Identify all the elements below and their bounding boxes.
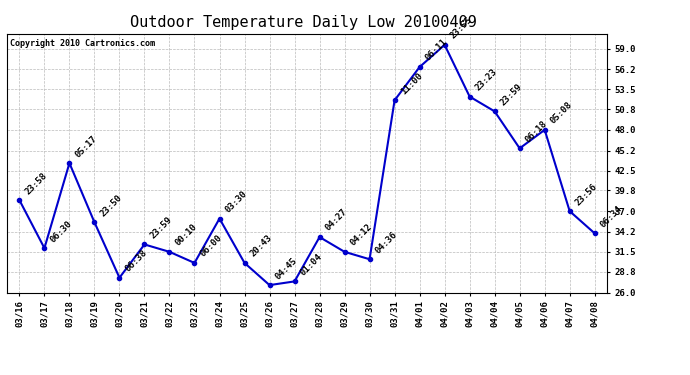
Text: 23:56: 23:56 bbox=[574, 182, 599, 207]
Text: 03:30: 03:30 bbox=[224, 189, 249, 214]
Text: 06:18: 06:18 bbox=[524, 119, 549, 144]
Text: 20:43: 20:43 bbox=[248, 233, 274, 259]
Text: 23:59: 23:59 bbox=[148, 215, 174, 240]
Text: 23:23: 23:23 bbox=[474, 67, 499, 92]
Text: Copyright 2010 Cartronics.com: Copyright 2010 Cartronics.com bbox=[10, 39, 155, 48]
Text: 04:27: 04:27 bbox=[324, 207, 349, 233]
Text: 06:34: 06:34 bbox=[599, 204, 624, 229]
Text: 01:04: 01:04 bbox=[299, 252, 324, 277]
Text: Outdoor Temperature Daily Low 20100409: Outdoor Temperature Daily Low 20100409 bbox=[130, 15, 477, 30]
Text: 06:38: 06:38 bbox=[124, 248, 149, 273]
Text: 06:00: 06:00 bbox=[199, 233, 224, 259]
Text: 04:12: 04:12 bbox=[348, 222, 374, 248]
Text: 05:08: 05:08 bbox=[549, 100, 574, 126]
Text: 23:59: 23:59 bbox=[499, 82, 524, 107]
Text: 05:17: 05:17 bbox=[74, 134, 99, 159]
Text: 23:58: 23:58 bbox=[23, 171, 49, 196]
Text: 23:50: 23:50 bbox=[99, 193, 124, 218]
Text: 06:30: 06:30 bbox=[48, 219, 74, 244]
Text: 06:11: 06:11 bbox=[424, 38, 449, 63]
Text: 04:36: 04:36 bbox=[374, 230, 399, 255]
Text: 04:45: 04:45 bbox=[274, 256, 299, 281]
Text: 00:10: 00:10 bbox=[174, 222, 199, 248]
Text: 23:55: 23:55 bbox=[448, 15, 474, 40]
Text: 11:00: 11:00 bbox=[399, 71, 424, 96]
